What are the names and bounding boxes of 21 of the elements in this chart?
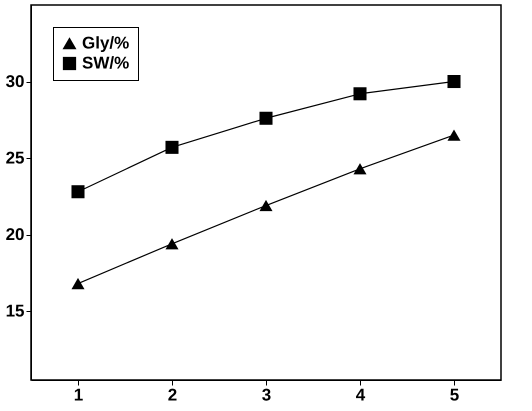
point [447, 129, 461, 141]
x-tick-label: 5 [450, 386, 460, 404]
y-tick-label: 20 [6, 225, 24, 244]
legend-label: SW/% [82, 54, 130, 72]
point [71, 185, 85, 198]
y-tick-label: 25 [6, 148, 24, 168]
legend-label: Gly/% [82, 34, 130, 52]
point [71, 278, 85, 290]
point [353, 87, 367, 100]
point [353, 163, 367, 174]
x-tick-label: 1 [74, 386, 84, 404]
point [165, 140, 179, 154]
x-tick-label: 3 [262, 386, 272, 404]
point [259, 200, 273, 212]
y-tick-label: 30 [6, 72, 24, 92]
y-tick-label: 15 [6, 302, 24, 321]
x-tick-label: 4 [356, 386, 366, 404]
point [447, 75, 461, 88]
point [259, 112, 273, 125]
point [165, 238, 179, 250]
x-tick-label: 2 [168, 386, 178, 404]
